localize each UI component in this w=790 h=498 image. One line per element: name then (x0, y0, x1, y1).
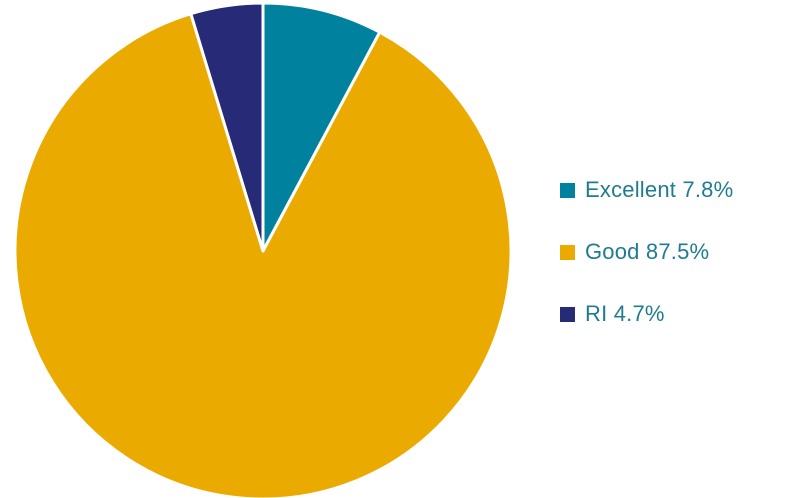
pie-chart (13, 1, 513, 498)
legend-label-ri: RI 4.7% (585, 301, 665, 326)
legend-swatch-excellent (560, 182, 575, 198)
pie-slice-ri (189, 1, 265, 253)
legend-label-excellent: Excellent 7.8% (585, 177, 734, 202)
pie-slice-excellent (261, 1, 382, 253)
legend-item-excellent: Excellent 7.8% (560, 170, 785, 210)
legend-label-good: Good 87.5% (585, 239, 710, 264)
legend-item-good: Good 87.5% (560, 232, 785, 272)
legend-swatch-ri (560, 306, 575, 322)
legend: Excellent 7.8% Good 87.5% RI 4.7% (560, 170, 785, 356)
legend-swatch-good (560, 244, 575, 260)
legend-item-ri: RI 4.7% (560, 294, 785, 334)
